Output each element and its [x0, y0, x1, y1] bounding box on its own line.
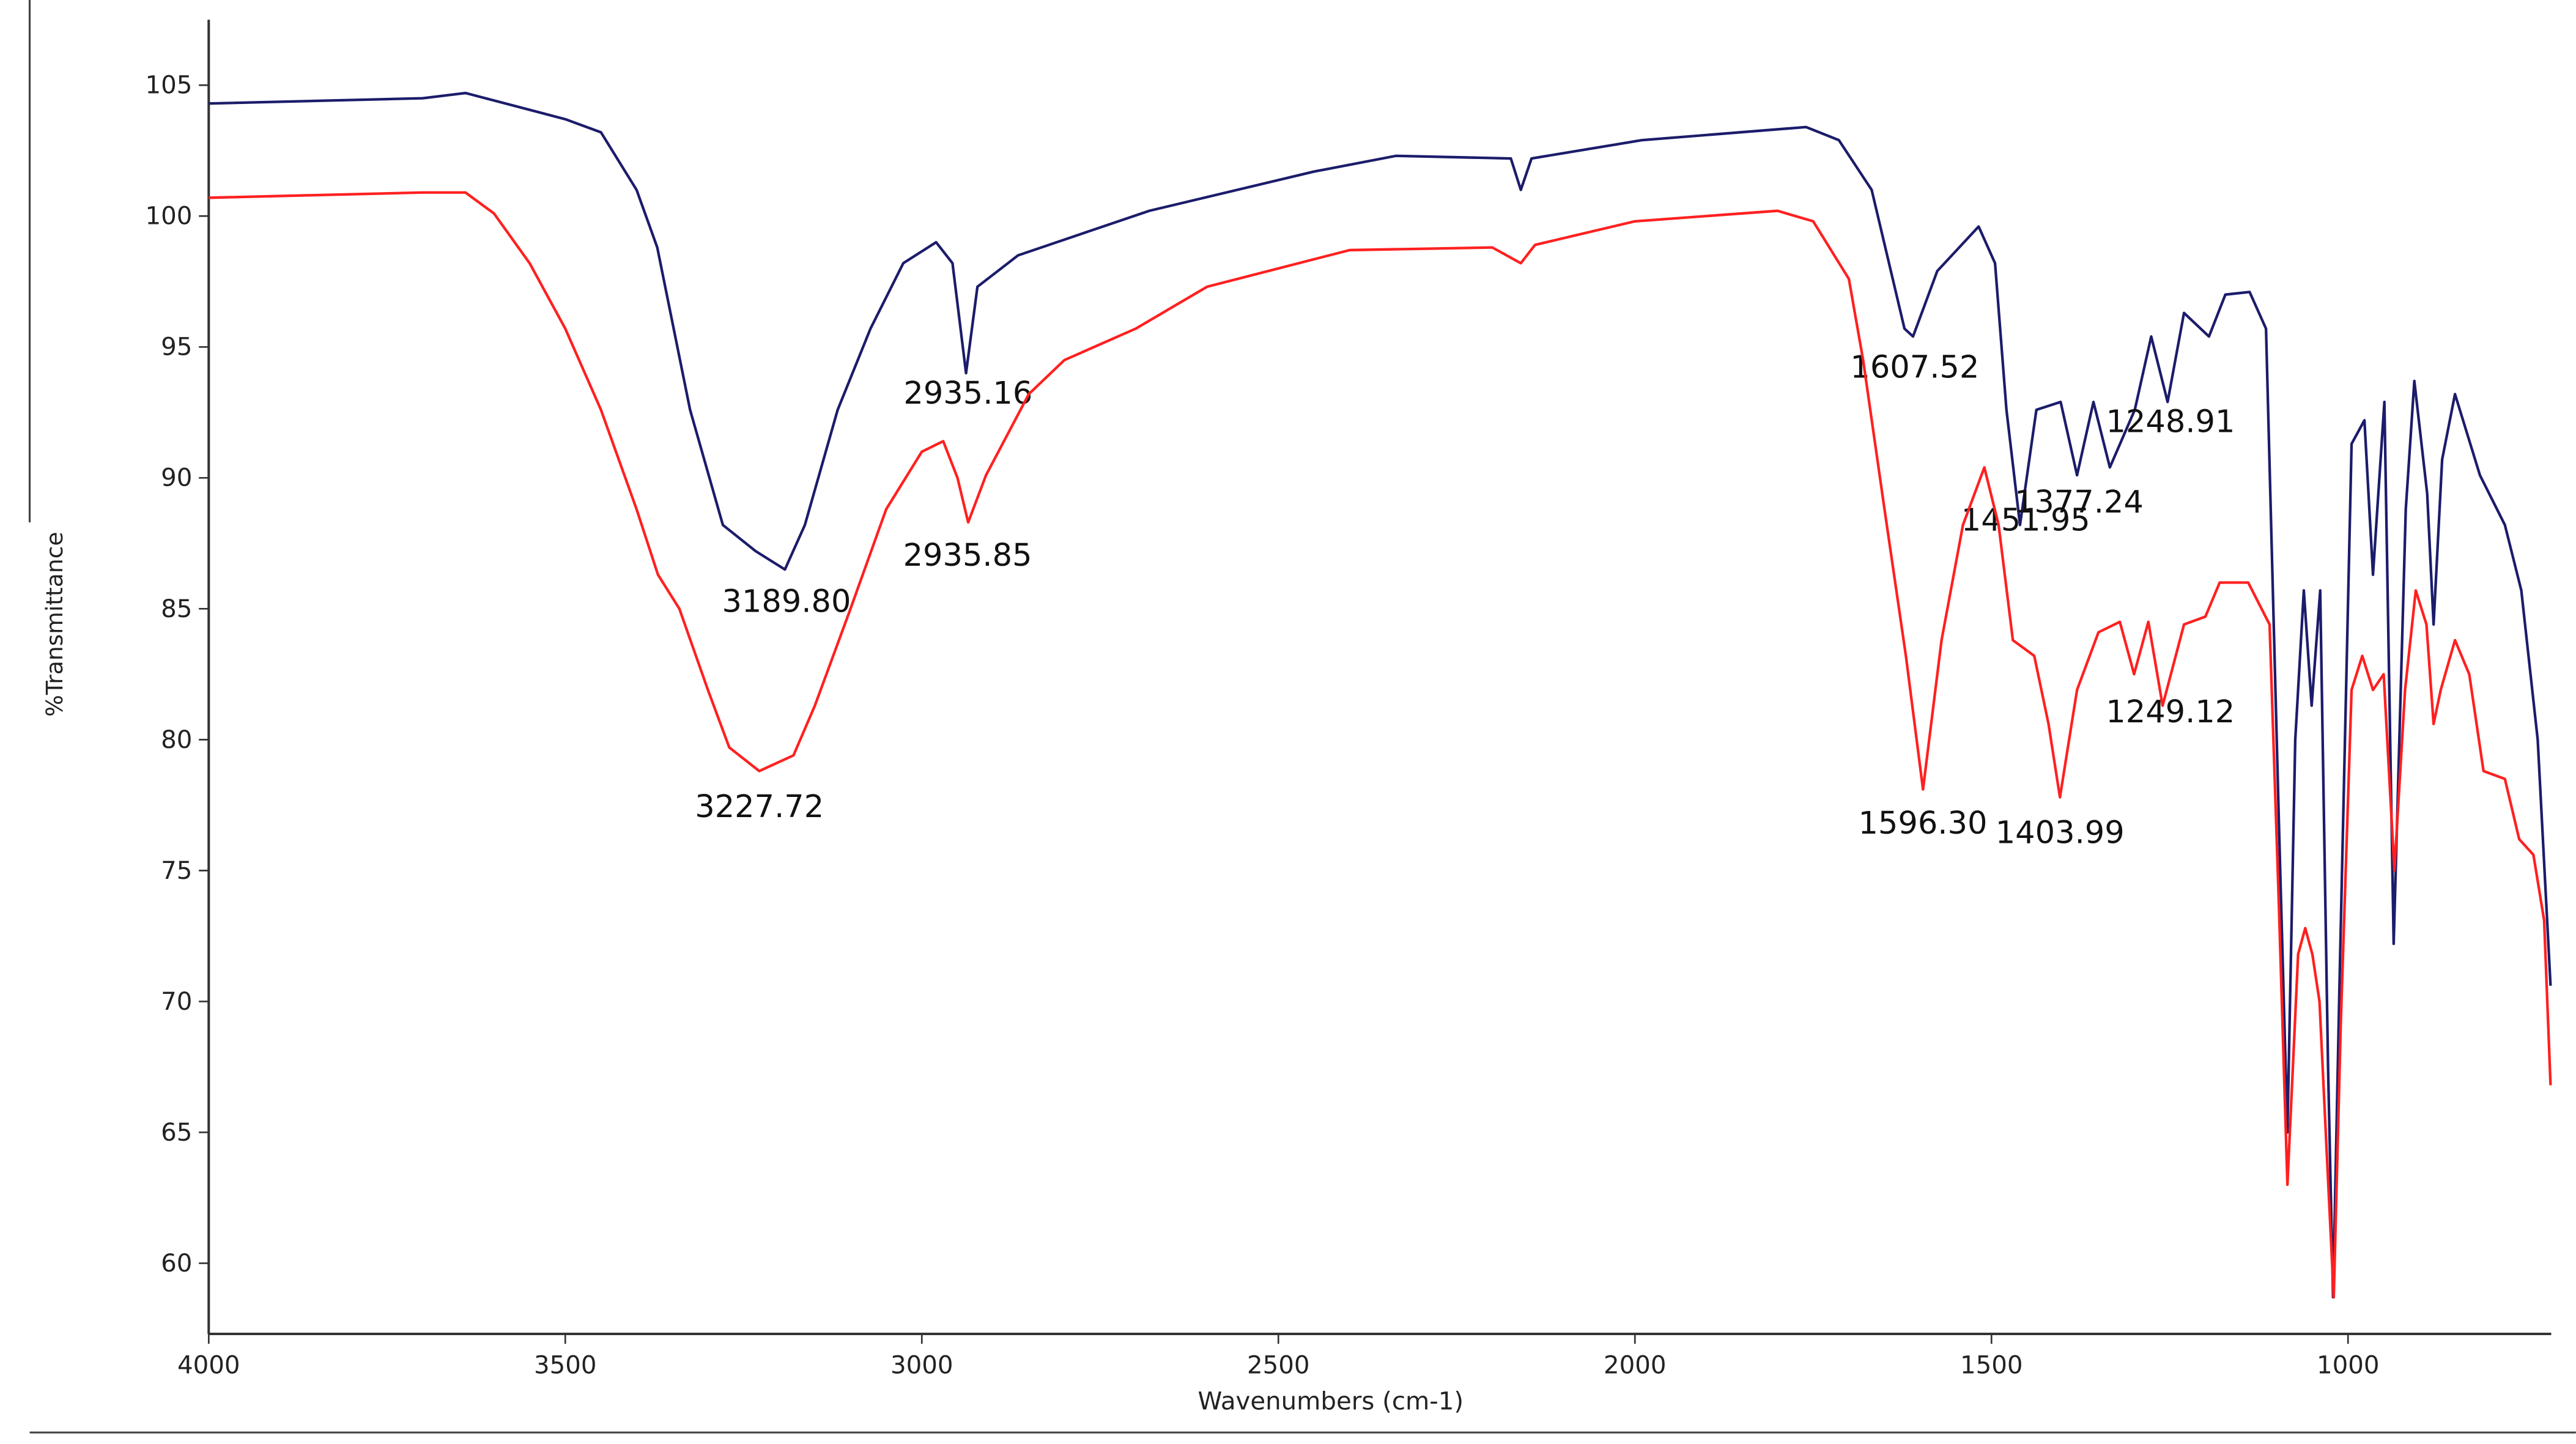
y-tick-label: 60 — [161, 1249, 192, 1278]
peak-label: 2935.16 — [903, 376, 1032, 412]
y-axis-title: %Transmittance — [41, 532, 68, 717]
x-tick-label: 1500 — [1960, 1351, 2023, 1380]
spectrum-line — [209, 191, 2552, 1299]
y-tick-label: 95 — [161, 333, 192, 361]
y-tick-label: 105 — [146, 71, 193, 100]
peak-label: 1403.99 — [1996, 815, 2125, 851]
x-axis-title: Wavenumbers (cm-1) — [1198, 1387, 1464, 1416]
peak-label: 3189.80 — [722, 584, 851, 620]
x-tick-label: 2500 — [1247, 1351, 1310, 1380]
spectrum-line — [209, 91, 2552, 1299]
y-tick-label: 100 — [146, 202, 193, 231]
peak-label: 3227.72 — [695, 789, 824, 825]
x-tick-label: 3000 — [890, 1351, 953, 1380]
y-tick-label: 65 — [161, 1118, 192, 1147]
y-tick-label: 75 — [161, 856, 192, 885]
y-tick-label: 80 — [161, 725, 192, 754]
peak-label: 1607.52 — [1850, 350, 1979, 386]
peak-label: 1377.24 — [2015, 484, 2144, 520]
x-tick-label: 3500 — [534, 1351, 597, 1380]
x-tick-label: 2000 — [1604, 1351, 1667, 1380]
y-tick-label: 90 — [161, 464, 192, 492]
x-tick-label: 4000 — [177, 1351, 240, 1380]
peak-label: 1596.30 — [1858, 805, 1987, 842]
peak-label: 2935.85 — [903, 538, 1032, 574]
peak-label: 1248.91 — [2106, 404, 2235, 440]
x-tick-label: 1000 — [2317, 1351, 2380, 1380]
peak-label: 1451.95 — [1961, 503, 2090, 539]
y-tick-label: 70 — [161, 987, 192, 1016]
y-tick-label: 85 — [161, 594, 192, 623]
peak-label: 1249.12 — [2106, 694, 2235, 730]
